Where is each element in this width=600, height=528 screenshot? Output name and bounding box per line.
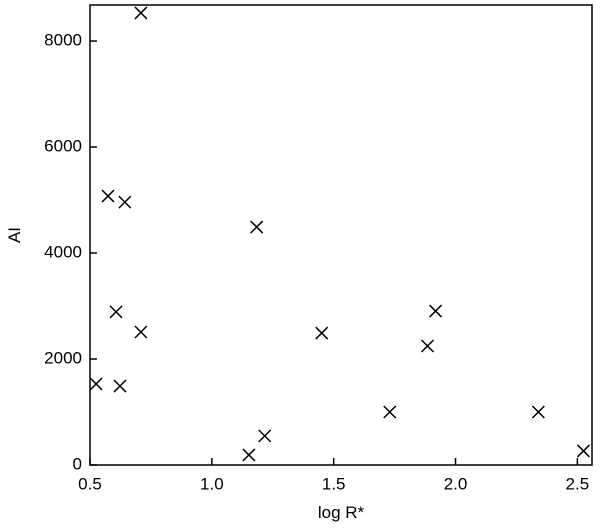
x-tick-label: 2.0 (444, 474, 468, 493)
point (118, 195, 132, 209)
point (429, 304, 443, 318)
x-tick-label: 2.5 (566, 474, 590, 493)
point (134, 6, 148, 20)
point (250, 220, 264, 234)
y-tick-label: 4000 (44, 243, 82, 262)
y-tick-label: 8000 (44, 31, 82, 50)
x-tick-label: 1.0 (200, 474, 224, 493)
x-tick-label: 0.5 (78, 474, 102, 493)
point (242, 448, 256, 462)
y-tick-label: 2000 (44, 348, 82, 367)
x-tick-label: 1.5 (322, 474, 346, 493)
point (383, 405, 397, 419)
point (101, 189, 115, 203)
point (109, 305, 123, 319)
point (531, 405, 545, 419)
point (315, 326, 329, 340)
y-tick-label: 6000 (44, 137, 82, 156)
point (113, 379, 127, 393)
y-axis-label: AI (5, 227, 24, 243)
point (89, 377, 103, 391)
plot-frame (89, 4, 593, 466)
point (134, 325, 148, 339)
point (576, 444, 591, 458)
point (420, 339, 435, 353)
y-tick-label: 0 (73, 454, 82, 473)
x-axis-label: log R* (318, 503, 365, 522)
point (258, 429, 272, 443)
